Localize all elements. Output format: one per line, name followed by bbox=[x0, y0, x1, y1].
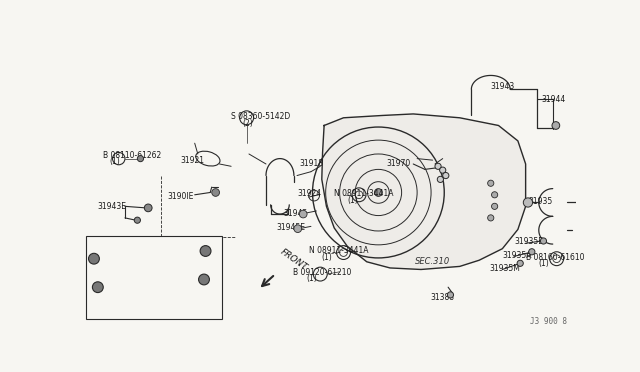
Text: 31945E: 31945E bbox=[276, 223, 305, 232]
Circle shape bbox=[524, 198, 532, 207]
Text: 31970: 31970 bbox=[386, 158, 410, 168]
Text: 31921: 31921 bbox=[180, 156, 205, 165]
Circle shape bbox=[492, 203, 498, 209]
Text: 31924: 31924 bbox=[297, 189, 321, 198]
Text: 31388: 31388 bbox=[430, 293, 454, 302]
Bar bbox=[86, 235, 222, 319]
Circle shape bbox=[300, 210, 307, 218]
Text: 31918F: 31918F bbox=[138, 249, 166, 258]
Circle shape bbox=[437, 176, 444, 183]
Text: 31935M: 31935M bbox=[489, 264, 520, 273]
Circle shape bbox=[200, 246, 211, 256]
Text: 31935: 31935 bbox=[528, 197, 552, 206]
Text: (1): (1) bbox=[322, 253, 333, 262]
Text: 31918G: 31918G bbox=[134, 283, 164, 292]
Text: (1): (1) bbox=[539, 259, 550, 268]
Text: (1): (1) bbox=[103, 247, 114, 256]
Circle shape bbox=[374, 189, 382, 196]
Text: S 08360-5142D: S 08360-5142D bbox=[97, 241, 156, 250]
Circle shape bbox=[134, 217, 140, 223]
Circle shape bbox=[443, 173, 449, 179]
Text: (1): (1) bbox=[109, 157, 120, 166]
Text: (2): (2) bbox=[243, 119, 253, 128]
Circle shape bbox=[529, 249, 535, 255]
Text: FRONT: FRONT bbox=[278, 247, 308, 273]
Circle shape bbox=[488, 180, 494, 186]
Text: (1): (1) bbox=[348, 196, 358, 205]
Polygon shape bbox=[322, 114, 525, 269]
Text: 31918: 31918 bbox=[300, 158, 323, 168]
Text: 31944: 31944 bbox=[541, 95, 565, 104]
Text: 31945: 31945 bbox=[284, 209, 308, 218]
Circle shape bbox=[488, 215, 494, 221]
Circle shape bbox=[435, 163, 441, 169]
Circle shape bbox=[540, 238, 547, 244]
Text: 31935E: 31935E bbox=[514, 237, 543, 246]
Text: B 09120-61210: B 09120-61210 bbox=[293, 268, 351, 277]
Text: S 08360-5142D: S 08360-5142D bbox=[231, 112, 291, 121]
Text: J3 900 8: J3 900 8 bbox=[530, 317, 566, 326]
Circle shape bbox=[212, 189, 220, 196]
Text: 31943: 31943 bbox=[491, 81, 515, 91]
Circle shape bbox=[198, 274, 209, 285]
Text: B 08110-61262: B 08110-61262 bbox=[103, 151, 161, 160]
Circle shape bbox=[492, 192, 498, 198]
Text: N 08911-3441A: N 08911-3441A bbox=[334, 189, 394, 198]
Circle shape bbox=[294, 225, 301, 232]
Circle shape bbox=[440, 167, 446, 173]
Circle shape bbox=[552, 122, 560, 129]
Text: B 08160-61610: B 08160-61610 bbox=[525, 253, 584, 262]
Circle shape bbox=[138, 155, 143, 162]
Text: SEC.310: SEC.310 bbox=[415, 257, 451, 266]
Circle shape bbox=[92, 282, 103, 293]
Circle shape bbox=[517, 260, 524, 266]
Text: 31943E: 31943E bbox=[97, 202, 126, 212]
Text: 31935A: 31935A bbox=[502, 251, 532, 260]
Circle shape bbox=[88, 253, 99, 264]
Text: 3190IE: 3190IE bbox=[168, 192, 194, 202]
Text: N 08911-3441A: N 08911-3441A bbox=[308, 246, 368, 256]
Text: (1): (1) bbox=[307, 274, 317, 283]
Circle shape bbox=[145, 204, 152, 212]
Circle shape bbox=[447, 292, 454, 298]
